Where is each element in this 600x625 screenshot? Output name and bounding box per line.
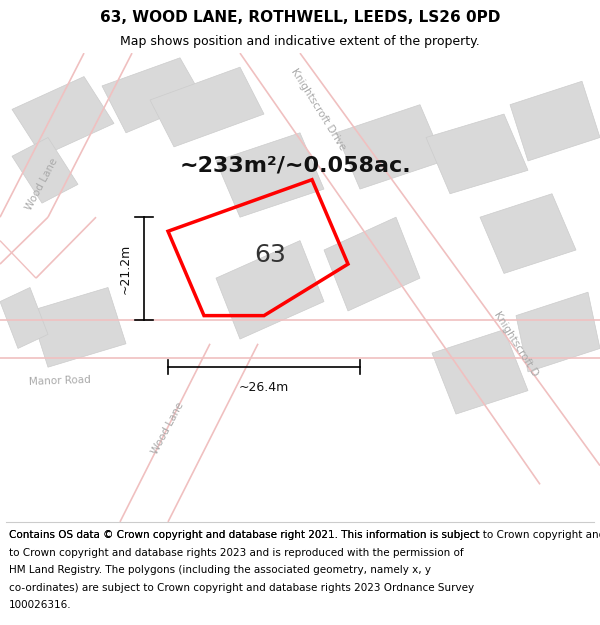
Text: Knightscroft D: Knightscroft D	[492, 309, 540, 378]
Polygon shape	[240, 53, 600, 484]
Polygon shape	[12, 76, 114, 156]
Polygon shape	[432, 330, 528, 414]
Text: Manor Road: Manor Road	[29, 375, 91, 388]
Text: to Crown copyright and database rights 2023 and is reproduced with the permissio: to Crown copyright and database rights 2…	[9, 548, 464, 558]
Text: Contains OS data © Crown copyright and database right 2021. This information is : Contains OS data © Crown copyright and d…	[9, 530, 479, 540]
Polygon shape	[12, 138, 78, 203]
Text: co-ordinates) are subject to Crown copyright and database rights 2023 Ordnance S: co-ordinates) are subject to Crown copyr…	[9, 582, 474, 592]
Polygon shape	[516, 292, 600, 372]
Polygon shape	[0, 288, 48, 349]
Polygon shape	[102, 58, 204, 132]
Polygon shape	[0, 320, 600, 357]
Text: Map shows position and indicative extent of the property.: Map shows position and indicative extent…	[120, 34, 480, 48]
Text: Wood Lane: Wood Lane	[150, 401, 186, 456]
Polygon shape	[480, 194, 576, 274]
Text: Knightscroft Drive: Knightscroft Drive	[289, 67, 347, 152]
Polygon shape	[510, 81, 600, 161]
Text: ~21.2m: ~21.2m	[119, 244, 132, 294]
Polygon shape	[30, 288, 126, 367]
Text: HM Land Registry. The polygons (including the associated geometry, namely x, y: HM Land Registry. The polygons (includin…	[9, 565, 431, 575]
Polygon shape	[0, 53, 132, 217]
Polygon shape	[216, 132, 324, 217]
Polygon shape	[324, 217, 420, 311]
Text: Wood Lane: Wood Lane	[24, 157, 60, 212]
Polygon shape	[0, 203, 96, 278]
Text: 63, WOOD LANE, ROTHWELL, LEEDS, LS26 0PD: 63, WOOD LANE, ROTHWELL, LEEDS, LS26 0PD	[100, 9, 500, 24]
Text: 63: 63	[254, 242, 286, 267]
Text: ~233m²/~0.058ac.: ~233m²/~0.058ac.	[180, 156, 412, 176]
Polygon shape	[336, 104, 444, 189]
Polygon shape	[216, 241, 324, 339]
Polygon shape	[150, 67, 264, 147]
Text: Contains OS data © Crown copyright and database right 2021. This information is : Contains OS data © Crown copyright and d…	[9, 530, 600, 540]
Polygon shape	[426, 114, 528, 194]
Text: ~26.4m: ~26.4m	[239, 381, 289, 394]
Text: 100026316.: 100026316.	[9, 600, 71, 610]
